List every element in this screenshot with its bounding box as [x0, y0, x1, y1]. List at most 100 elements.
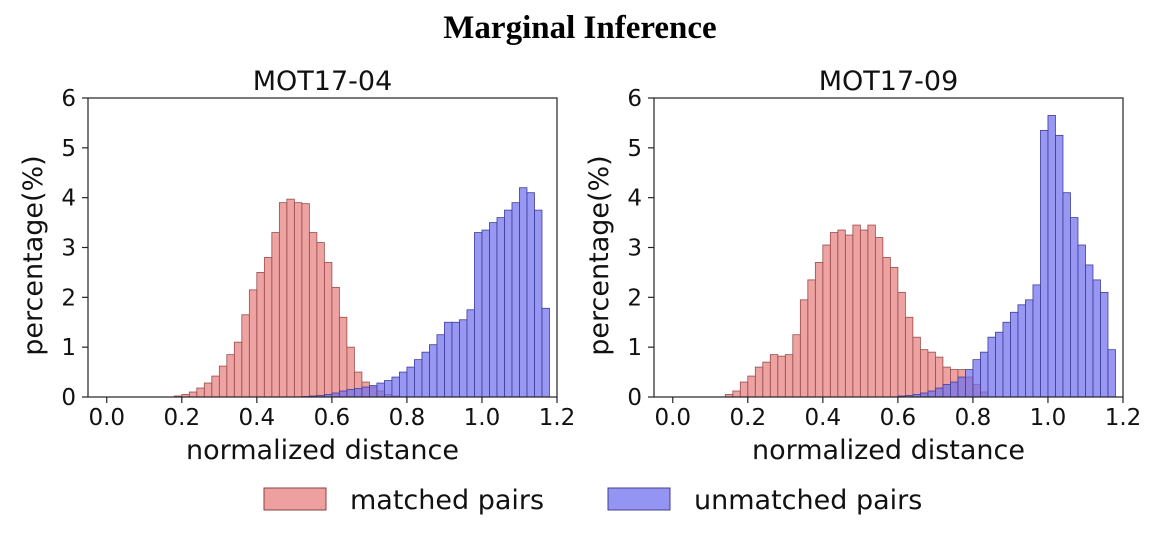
histogram-bar — [376, 382, 385, 398]
histogram-bar — [346, 389, 355, 398]
histogram-bar — [256, 272, 265, 398]
histogram-bar — [874, 237, 884, 398]
series-matched — [173, 198, 400, 398]
histogram-bar — [980, 351, 989, 398]
y-tick-label: 4 — [61, 186, 76, 212]
histogram-bar — [927, 351, 936, 398]
histogram-bar — [732, 390, 741, 398]
histogram-bar — [211, 375, 220, 398]
histogram-bar — [203, 382, 213, 398]
histogram-bar — [1002, 321, 1011, 398]
histogram-bar — [1047, 115, 1056, 398]
histogram-bar — [762, 361, 771, 398]
histogram-bar — [188, 391, 198, 398]
panel-mot17-09: 0.0 0.2 0.4 0.6 0.8 1.0 1.2 0 1 2 3 4 5 6 MOT17-09 norm… — [584, 66, 1141, 466]
histogram-bar — [541, 307, 550, 398]
histogram-bar — [421, 351, 430, 398]
histogram-bar — [511, 202, 520, 398]
histogram-bar — [496, 217, 505, 398]
histogram-bar — [844, 234, 854, 398]
x-tick-label: 1.2 — [1105, 405, 1142, 431]
histogram-bar — [361, 386, 370, 398]
y-tick-label: 2 — [61, 285, 76, 311]
histogram-bar — [1032, 284, 1041, 398]
legend-label-matched: matched pairs — [350, 485, 544, 516]
histogram-bar — [414, 359, 423, 398]
histogram-bar — [278, 202, 288, 398]
histogram-bar — [226, 354, 235, 398]
x-tick-label: 1.2 — [539, 405, 576, 431]
histogram-bar — [1107, 349, 1116, 398]
series-unmatched — [301, 187, 550, 398]
panel-title: MOT17-09 — [819, 66, 959, 97]
x-tick-label: 0.6 — [880, 405, 917, 431]
legend-swatch-matched — [263, 487, 327, 511]
histogram-bar — [1025, 299, 1034, 398]
histogram-bar — [316, 242, 325, 398]
histogram-bar — [889, 267, 899, 398]
figure-title: Marginal Inference — [443, 10, 716, 46]
histogram-bar — [474, 232, 483, 398]
histogram-bar — [218, 365, 228, 398]
histogram-bar — [286, 198, 295, 398]
histogram-bar — [308, 232, 318, 398]
histogram-bar — [391, 376, 400, 398]
histogram-bar — [338, 390, 348, 398]
histogram-bar — [233, 341, 243, 398]
histogram-bar — [747, 375, 756, 398]
histogram-bar — [919, 349, 929, 398]
histogram-bar — [451, 321, 460, 398]
y-tick-label: 4 — [627, 186, 642, 212]
x-tick-label: 0.4 — [239, 405, 276, 431]
histogram-bar — [867, 224, 876, 398]
histogram-bar — [534, 209, 543, 398]
histogram-bar — [248, 289, 258, 398]
series-unmatched — [897, 115, 1116, 398]
histogram-bar — [852, 224, 861, 398]
histogram-bar — [1100, 291, 1109, 398]
x-tick-label: 0.0 — [88, 405, 125, 431]
histogram-bar — [942, 384, 951, 398]
histogram-bar — [897, 291, 906, 398]
y-tick-label: 6 — [627, 86, 642, 112]
histogram-bar — [323, 262, 333, 398]
histogram-bar — [912, 336, 921, 398]
x-tick-label: 0.2 — [164, 405, 201, 431]
y-tick-label: 5 — [61, 136, 76, 162]
panel-title: MOT17-04 — [253, 66, 393, 97]
histogram-bar — [384, 380, 393, 398]
x-tick-label: 1.0 — [464, 405, 501, 431]
histogram-bar — [784, 354, 794, 398]
histogram-bar — [1062, 192, 1071, 398]
histogram-bar — [436, 334, 445, 398]
histogram-bar — [792, 334, 801, 398]
histogram-bar — [353, 388, 363, 398]
panel-mot17-04: 0.0 0.2 0.4 0.6 0.8 1.0 1.2 0 1 2 3 4 5 6 MOT17-04 norm… — [18, 66, 575, 466]
legend: matched pairs unmatched pairs — [263, 485, 922, 516]
y-tick-label: 6 — [61, 86, 76, 112]
histogram-bar — [822, 244, 831, 398]
histogram-bar — [769, 354, 779, 398]
histogram-bar — [1092, 279, 1101, 398]
series-matched — [724, 224, 989, 398]
histogram-bar — [1010, 311, 1019, 398]
x-tick-label: 0.0 — [654, 405, 691, 431]
histogram-bar — [882, 257, 891, 398]
histogram-bar — [829, 232, 839, 398]
y-axis-label: percentage(%) — [18, 155, 49, 355]
histogram-bar — [459, 319, 468, 398]
histogram-bar — [904, 316, 914, 398]
y-tick-label: 1 — [627, 335, 642, 361]
histogram-bar — [777, 355, 786, 398]
histogram-bar — [859, 229, 869, 398]
x-tick-label: 0.4 — [805, 405, 842, 431]
y-tick-label: 3 — [61, 236, 76, 262]
histogram-bar — [526, 192, 535, 398]
y-tick-label: 0 — [627, 385, 642, 411]
histogram-bar — [368, 385, 378, 398]
x-tick-label: 0.8 — [389, 405, 426, 431]
histogram-bar — [1040, 129, 1049, 398]
histogram-bar — [837, 229, 846, 398]
histogram-bar — [263, 257, 273, 398]
histogram-bar — [241, 314, 250, 398]
